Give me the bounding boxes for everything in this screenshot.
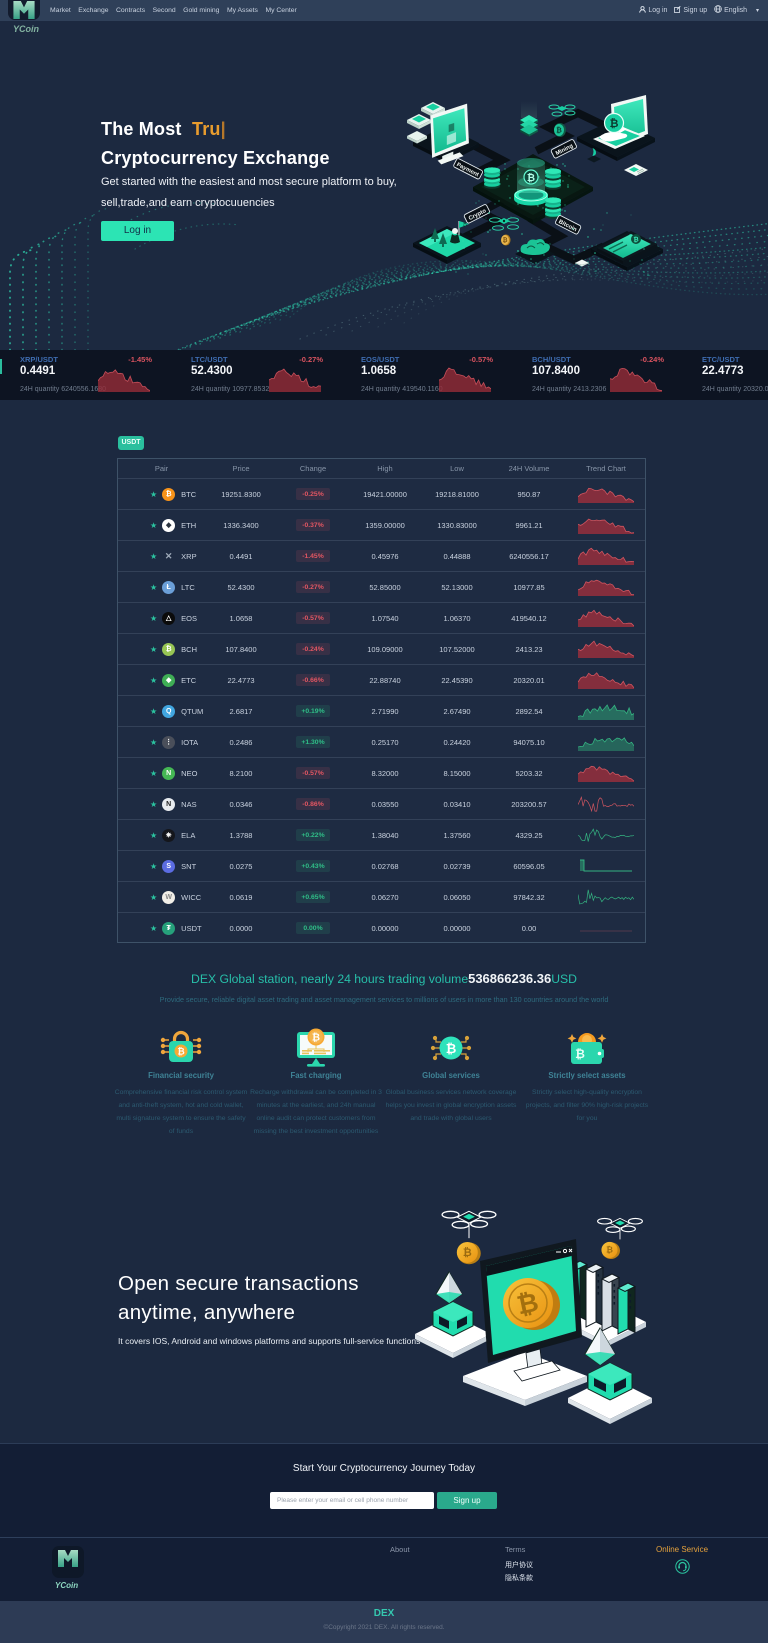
- svg-text:₿: ₿: [633, 236, 638, 244]
- svg-text:₿: ₿: [556, 127, 562, 135]
- svg-text:₿: ₿: [610, 118, 619, 130]
- svg-text:₿: ₿: [177, 1047, 184, 1057]
- svg-text:₿: ₿: [527, 172, 535, 184]
- svg-text:₿: ₿: [503, 237, 508, 244]
- svg-text:₿: ₿: [463, 1247, 472, 1259]
- svg-text:₿: ₿: [606, 1245, 613, 1255]
- svg-text:₿: ₿: [446, 1041, 457, 1056]
- svg-text:₿: ₿: [575, 1047, 585, 1061]
- svg-text:₿: ₿: [312, 1032, 320, 1044]
